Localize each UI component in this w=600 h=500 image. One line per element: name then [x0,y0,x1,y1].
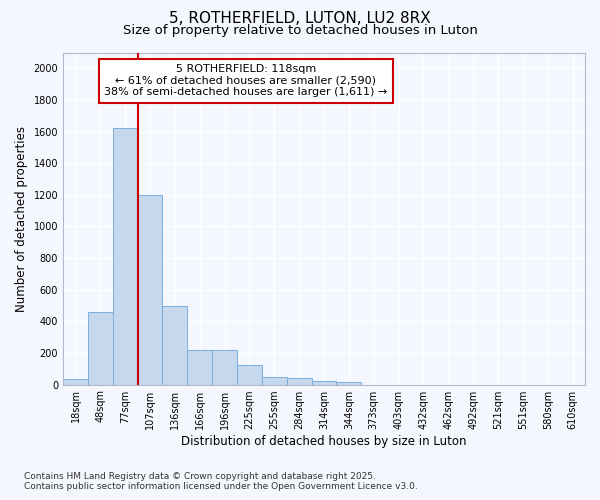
Bar [337,382,361,384]
Text: 5, ROTHERFIELD, LUTON, LU2 8RX: 5, ROTHERFIELD, LUTON, LU2 8RX [169,11,431,26]
Bar [63,379,88,384]
Text: Contains HM Land Registry data © Crown copyright and database right 2025.
Contai: Contains HM Land Registry data © Crown c… [24,472,418,491]
Y-axis label: Number of detached properties: Number of detached properties [15,126,28,312]
Text: Size of property relative to detached houses in Luton: Size of property relative to detached ho… [122,24,478,37]
Bar [187,350,212,384]
Bar [163,306,187,384]
Text: 5 ROTHERFIELD: 118sqm
← 61% of detached houses are smaller (2,590)
38% of semi-d: 5 ROTHERFIELD: 118sqm ← 61% of detached … [104,64,388,98]
Bar [237,365,262,384]
Bar [262,378,287,384]
Bar [287,378,311,384]
Bar [137,195,163,384]
Bar [311,381,337,384]
Bar [212,350,237,384]
Bar [88,312,113,384]
X-axis label: Distribution of detached houses by size in Luton: Distribution of detached houses by size … [181,434,467,448]
Bar [113,128,137,384]
